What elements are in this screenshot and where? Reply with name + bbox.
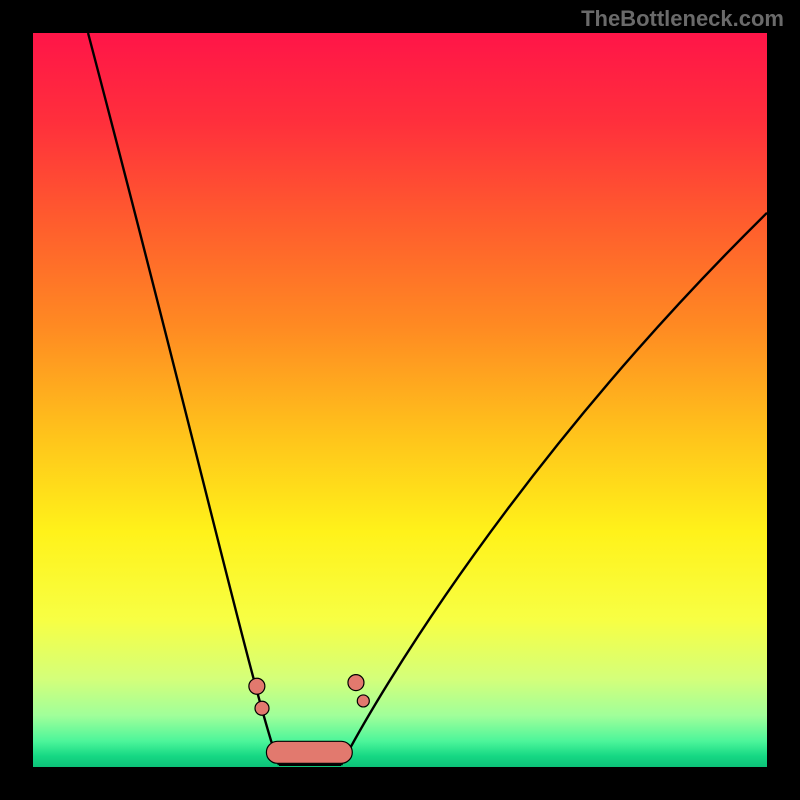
watermark-text: TheBottleneck.com [581,6,784,32]
chart-svg [0,0,800,800]
data-dot-marker [348,675,364,691]
data-dot-marker [249,678,265,694]
data-dot-marker [357,695,369,707]
floor-blob-marker [266,741,352,763]
data-dot-marker [255,701,269,715]
chart-stage: TheBottleneck.com [0,0,800,800]
